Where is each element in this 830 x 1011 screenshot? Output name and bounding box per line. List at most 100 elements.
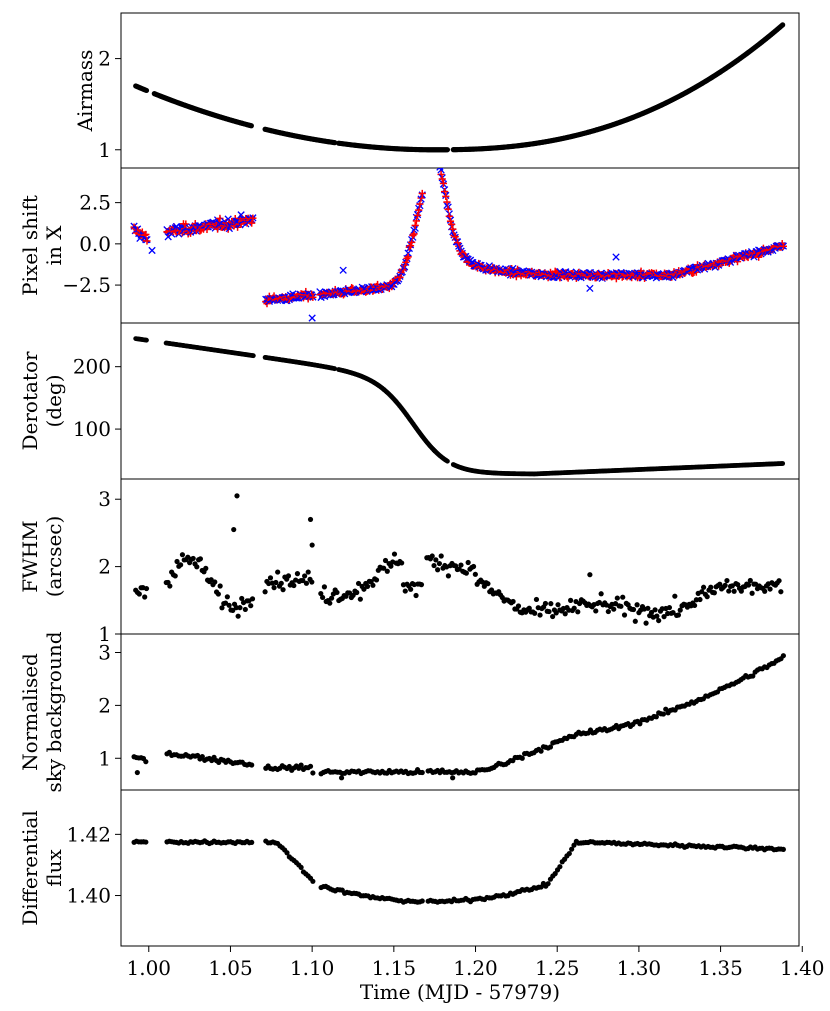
data-point <box>370 582 376 588</box>
data-point-plus <box>446 217 455 225</box>
data-point <box>542 600 549 607</box>
data-point-plus <box>413 211 422 219</box>
panel-pixel-shift: 2.5 0.0 −2.5 Pixel shift in X <box>18 121 800 324</box>
axes-frame <box>120 633 800 791</box>
data-point <box>302 573 308 579</box>
data-point <box>361 586 367 592</box>
data-point <box>552 871 558 877</box>
y-axis-label: Normalised <box>18 653 42 771</box>
data-point <box>305 569 311 575</box>
y-axis-label: Derotator <box>18 351 42 451</box>
data-point-plus <box>406 242 415 250</box>
y-tick-label: −2.5 <box>62 273 111 297</box>
data-point <box>357 596 363 602</box>
y-axis-label: Pixel shift <box>18 195 42 296</box>
data-point <box>273 579 279 586</box>
data-point <box>134 769 140 776</box>
data-point <box>519 755 525 761</box>
data-point <box>605 608 611 615</box>
data-point <box>672 593 678 599</box>
data-point <box>408 586 414 592</box>
data-point <box>724 577 730 584</box>
data-point-plus <box>426 127 433 134</box>
data-point <box>488 587 495 593</box>
data-point <box>338 775 345 781</box>
data-point <box>298 864 304 870</box>
y-tick-label: 2 <box>98 47 111 71</box>
data-point <box>652 607 658 613</box>
data-point <box>553 610 559 616</box>
data-point <box>472 571 478 577</box>
data-point <box>413 592 419 599</box>
data-point <box>391 551 398 557</box>
data-point <box>548 601 554 607</box>
data-point-x <box>425 128 431 134</box>
data-point <box>310 878 316 884</box>
x-tick-label: 1.30 <box>617 956 662 980</box>
data-point <box>656 617 662 624</box>
data-point <box>248 603 254 609</box>
data-point <box>692 602 698 609</box>
data-point <box>179 552 186 558</box>
data-point <box>271 585 277 591</box>
data-point <box>661 614 667 620</box>
data-point <box>303 580 310 586</box>
data-point <box>587 572 593 578</box>
y-tick-label: 2 <box>98 693 111 717</box>
data-point <box>275 569 281 575</box>
data-point <box>399 560 405 566</box>
data-point <box>550 613 556 620</box>
data-point-x <box>430 134 436 140</box>
data-point <box>249 839 255 846</box>
data-point-x <box>434 152 440 158</box>
data-point <box>429 553 435 559</box>
data-point-plus <box>428 130 435 137</box>
data-point <box>194 564 200 570</box>
data-point <box>545 881 551 887</box>
data-point <box>307 763 314 769</box>
x-tick-label: 1.10 <box>290 956 335 980</box>
data-point <box>538 748 544 754</box>
data-point <box>666 604 673 611</box>
data-point <box>309 542 315 548</box>
panel-fwhm: 1 2 3 FWHM (arcsec) <box>18 478 800 646</box>
data-point <box>217 583 223 589</box>
data-point-x <box>436 156 442 162</box>
data-point <box>284 850 290 856</box>
data-point-plus <box>435 155 442 162</box>
data-point <box>731 588 737 594</box>
data-point <box>762 588 768 594</box>
data-point-plus <box>449 225 457 233</box>
data-point <box>445 573 452 579</box>
data-point <box>382 557 389 564</box>
data-point <box>212 579 218 585</box>
data-point <box>226 602 232 608</box>
data-point-x <box>431 136 437 142</box>
data-point <box>230 607 236 613</box>
data-point-plus <box>416 200 424 208</box>
data-point <box>555 602 561 608</box>
data-point <box>249 596 256 602</box>
data-point <box>670 610 676 616</box>
data-point <box>778 589 784 595</box>
data-point <box>569 846 575 852</box>
data-point-plus <box>755 253 763 261</box>
data-point <box>571 605 577 611</box>
data-point <box>433 557 439 563</box>
data-point <box>309 579 315 585</box>
data-point <box>697 596 703 603</box>
y-tick-label: 1 <box>98 138 111 162</box>
y-axis-label: Differential <box>18 810 42 926</box>
data-point <box>653 714 659 720</box>
data-point <box>321 584 327 590</box>
data-point <box>143 87 150 94</box>
data-point-plus <box>439 179 448 188</box>
data-point-x <box>437 168 445 174</box>
y-axis-label: sky background <box>42 631 66 792</box>
data-point <box>143 585 150 592</box>
x-tick-label: 1.00 <box>127 956 172 980</box>
y-tick-label: 3 <box>98 487 111 511</box>
data-point <box>749 590 755 596</box>
data-point-plus <box>423 121 430 128</box>
